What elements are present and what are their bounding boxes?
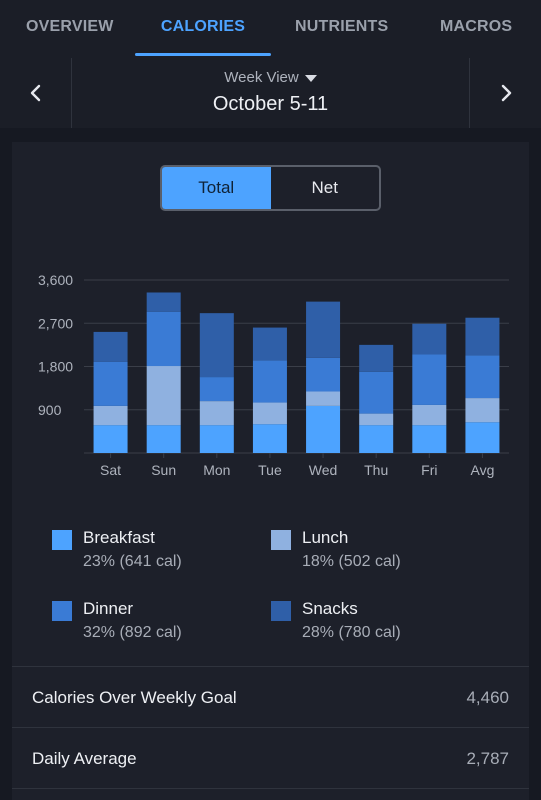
stat-row-daily-average: Daily Average 2,787	[12, 728, 529, 788]
bar-segment-lunch	[359, 413, 394, 426]
stat-value: 4,460	[466, 688, 509, 707]
bar-segment-snacks	[93, 331, 128, 362]
tab-bar: OVERVIEW CALORIES NUTRIENTS MACROS	[0, 0, 541, 58]
week-selector: Week View October 5-11	[72, 58, 469, 128]
tab-calories[interactable]: CALORIES	[135, 0, 271, 58]
toggle-net[interactable]: Net	[311, 178, 338, 197]
legend-name: Breakfast	[83, 528, 155, 547]
bar-segment-dinner	[93, 361, 128, 406]
y-tick-label: 1,800	[38, 359, 73, 375]
divider	[12, 727, 529, 728]
legend-name: Lunch	[302, 528, 349, 547]
tab-macros[interactable]: MACROS	[440, 0, 512, 58]
bar-segment-dinner	[306, 357, 341, 392]
calories-chart: 900 1,800 2,700 3,600 Sat Sun Mon Tue Wed Thu Fri A…	[38, 272, 509, 478]
x-tick-label: Thu	[364, 462, 388, 478]
chevron-right-icon	[501, 84, 511, 102]
bar-segment-snacks	[465, 317, 500, 356]
x-tick-label: Mon	[203, 462, 230, 478]
bar-segment-dinner	[359, 371, 394, 414]
previous-week-button[interactable]	[0, 58, 72, 128]
bar-segment-snacks	[252, 327, 287, 361]
bar-segment-lunch	[465, 398, 500, 423]
legend-swatch-snacks	[271, 601, 291, 621]
bar-segment-dinner	[199, 377, 234, 402]
tab-calories-label: CALORIES	[160, 18, 246, 35]
x-tick-label: Tue	[258, 462, 282, 478]
bar-segment-dinner	[146, 311, 181, 367]
stat-row-over-goal: Calories Over Weekly Goal 4,460	[12, 667, 529, 727]
bar-segment-breakfast	[252, 424, 287, 453]
bar-segment-breakfast	[359, 425, 394, 453]
tab-nutrients[interactable]: NUTRIENTS	[295, 0, 388, 58]
bar-segment-snacks	[306, 301, 341, 358]
divider	[12, 788, 529, 789]
bar-segment-breakfast	[306, 405, 341, 453]
bar-segment-breakfast	[412, 425, 447, 453]
bar-segment-snacks	[199, 313, 234, 378]
tab-overview-label: OVERVIEW	[26, 18, 114, 35]
x-tick-label: Fri	[421, 462, 437, 478]
toggle-total[interactable]: Total	[162, 167, 271, 209]
tab-macros-label: MACROS	[440, 18, 513, 35]
bar-segment-snacks	[412, 323, 447, 355]
bar-segment-lunch	[199, 401, 234, 426]
x-tick-label: Avg	[471, 462, 495, 478]
bar-segment-lunch	[412, 404, 447, 426]
y-tick-label: 3,600	[38, 272, 73, 288]
x-tick-label: Wed	[309, 462, 338, 478]
total-net-toggle: Total Net	[160, 165, 381, 211]
legend-name: Snacks	[302, 599, 358, 618]
tab-overview[interactable]: OVERVIEW	[26, 0, 114, 58]
legend-name: Dinner	[83, 599, 134, 618]
week-view-dropdown[interactable]: Week View	[224, 69, 317, 86]
legend-value: 23% (641 cal)	[83, 553, 182, 570]
bar-segment-lunch	[93, 405, 128, 426]
stat-label: Calories Over Weekly Goal	[32, 688, 237, 707]
divider	[12, 666, 529, 667]
bar-segment-breakfast	[146, 425, 181, 453]
active-tab-indicator	[135, 53, 271, 56]
stat-label: Daily Average	[32, 749, 137, 768]
y-tick-label: 2,700	[38, 315, 73, 331]
tab-nutrients-label: NUTRIENTS	[295, 18, 389, 35]
week-range: October 5-11	[212, 93, 329, 115]
legend-value: 18% (502 cal)	[302, 553, 401, 570]
bar-segment-dinner	[252, 360, 287, 403]
bar-segment-snacks	[359, 344, 394, 372]
week-navigation: Week View October 5-11	[0, 58, 541, 128]
bar-segment-dinner	[412, 354, 447, 405]
x-tick-label: Sun	[151, 462, 176, 478]
bar-segment-snacks	[146, 292, 181, 312]
calories-card: Total Net 900 1,800 2,700 3,600 Sat Sun Mon Tue…	[12, 142, 529, 800]
stat-value: 2,787	[466, 749, 509, 768]
bar-segment-lunch	[252, 402, 287, 425]
bar-segment-lunch	[146, 366, 181, 426]
bar-segment-dinner	[465, 355, 500, 399]
bar-segment-breakfast	[199, 425, 234, 453]
legend-value: 32% (892 cal)	[83, 624, 182, 641]
legend-swatch-breakfast	[52, 530, 72, 550]
chevron-left-icon	[30, 84, 40, 102]
legend-swatch-dinner	[52, 601, 72, 621]
legend-swatch-lunch	[271, 530, 291, 550]
bar-segment-breakfast	[93, 425, 128, 453]
bar-segment-lunch	[306, 391, 341, 406]
bar-segment-breakfast	[465, 422, 500, 453]
y-tick-label: 900	[38, 402, 62, 418]
week-view-label: Week View	[224, 69, 299, 86]
next-week-button[interactable]	[469, 58, 541, 128]
legend-value: 28% (780 cal)	[302, 624, 401, 641]
caret-down-icon	[304, 74, 317, 82]
x-tick-label: Sat	[100, 462, 121, 478]
